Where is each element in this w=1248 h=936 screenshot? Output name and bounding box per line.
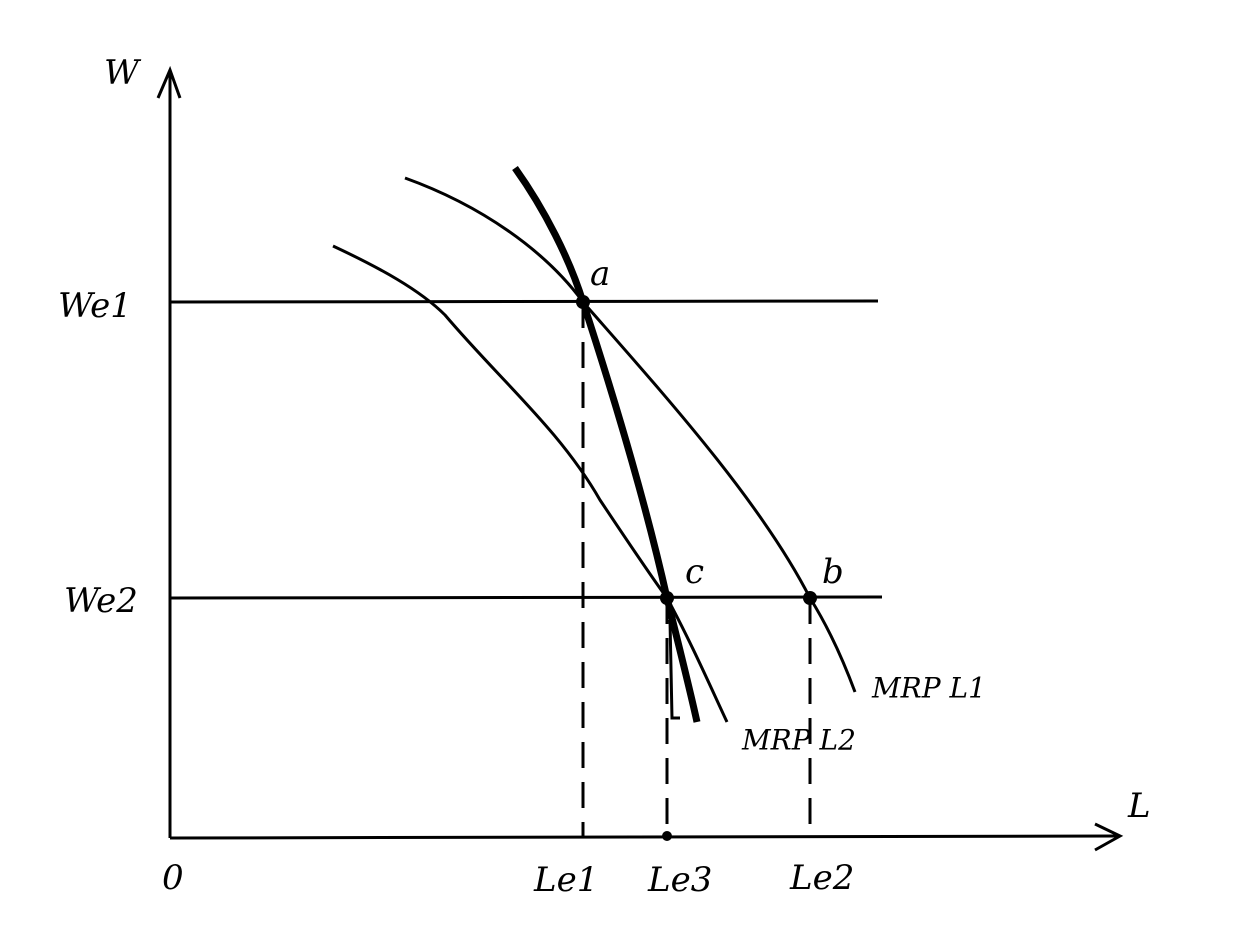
wage-label: We1 (58, 286, 132, 326)
mrp-l2-curve (332, 244, 729, 723)
wage-label: We2 (64, 581, 138, 621)
curve-label: MRP L2 (741, 724, 856, 757)
y-arrow (156, 65, 182, 99)
curve-label: MRP L1 (871, 672, 986, 705)
origin-label: 0 (162, 858, 184, 898)
x-axis-label: L (1127, 786, 1151, 826)
x-axis (169, 834, 1119, 840)
point (576, 295, 590, 309)
wage-line (169, 299, 879, 304)
mrp-l1-curve (404, 176, 857, 693)
point-label: b (822, 552, 844, 592)
point (660, 591, 674, 605)
point-label: a (590, 254, 610, 294)
point-label: c (685, 552, 704, 592)
labor-label: Le1 (533, 860, 598, 900)
point (662, 831, 672, 841)
labor-label: Le2 (789, 858, 854, 898)
thick-curve-tail (668, 619, 680, 720)
wage-line (169, 595, 883, 600)
x-arrow (1094, 822, 1124, 852)
point (803, 591, 817, 605)
y-axis-label: W (104, 53, 142, 93)
thick-curve (512, 165, 701, 723)
labor-label: Le3 (647, 860, 712, 900)
